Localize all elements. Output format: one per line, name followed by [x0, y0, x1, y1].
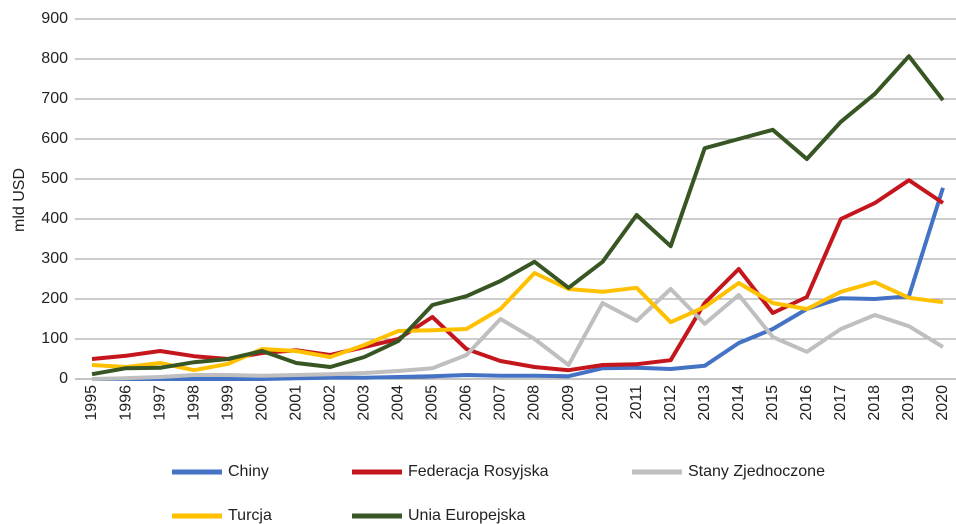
x-tick-label: 2013: [696, 385, 713, 421]
y-tick-label: 400: [41, 210, 68, 227]
x-tick-label: 2015: [764, 385, 781, 421]
x-tick-label: 2010: [594, 385, 611, 421]
x-tick-label: 1998: [185, 385, 202, 421]
x-tick-label: 1996: [117, 385, 134, 421]
x-tick-label: 2018: [866, 385, 883, 421]
legend-label: Unia Europejska: [408, 507, 526, 524]
legend-label: Chiny: [228, 463, 269, 480]
x-tick-label: 2012: [662, 385, 679, 421]
legend-label: Turcja: [228, 507, 272, 524]
x-tick-label: 2002: [322, 385, 339, 421]
x-tick-label: 2003: [356, 385, 373, 421]
legend-label: Federacja Rosyjska: [408, 463, 549, 480]
x-tick-label: 2001: [287, 385, 304, 421]
x-tick-label: 2004: [390, 385, 407, 421]
x-tick-label: 2009: [560, 385, 577, 421]
y-tick-label: 600: [41, 130, 68, 147]
x-tick-label: 2011: [628, 385, 645, 420]
x-tick-label: 2008: [526, 385, 543, 421]
x-tick-label: 2000: [253, 385, 270, 421]
y-tick-label: 900: [41, 10, 68, 27]
x-tick-label: 1999: [219, 385, 236, 421]
x-tick-label: 1995: [83, 385, 100, 421]
y-tick-label: 700: [41, 90, 68, 107]
x-tick-label: 2020: [934, 385, 951, 421]
legend-label: Stany Zjednoczone: [688, 463, 825, 480]
y-tick-label: 0: [59, 370, 68, 387]
series-line: [91, 271, 944, 373]
x-tick-label: 2007: [492, 385, 509, 421]
y-axis-label: mld USD: [11, 168, 28, 232]
x-tick-label: 1997: [151, 385, 168, 421]
y-tick-label: 100: [41, 330, 68, 347]
x-tick-label: 2005: [424, 385, 441, 421]
y-tick-label: 800: [41, 50, 68, 67]
x-tick-label: 2006: [458, 385, 475, 421]
y-tick-label: 300: [41, 250, 68, 267]
series-line: [91, 54, 945, 377]
x-tick-label: 2016: [798, 385, 815, 421]
y-tick-label: 500: [41, 170, 68, 187]
series-line: [92, 187, 945, 381]
y-tick-label: 200: [41, 290, 68, 307]
x-tick-label: 2014: [730, 385, 747, 421]
x-tick-label: 2017: [832, 385, 849, 421]
series-line: [91, 178, 945, 373]
series-line: [91, 287, 945, 381]
x-tick-label: 2019: [900, 385, 917, 421]
